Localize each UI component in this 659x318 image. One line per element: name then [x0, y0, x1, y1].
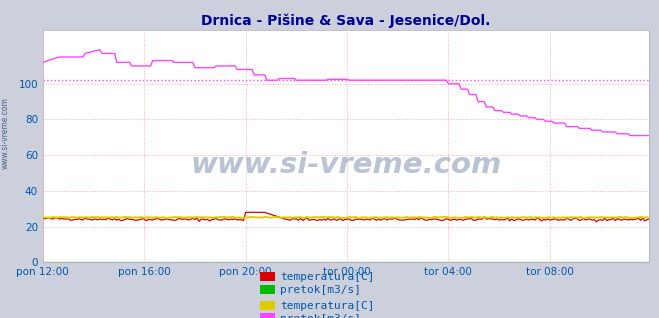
Text: www.si-vreme.com: www.si-vreme.com [1, 98, 10, 169]
Text: www.si-vreme.com: www.si-vreme.com [190, 151, 501, 179]
Text: temperatura[C]: temperatura[C] [280, 272, 374, 282]
Text: pretok[m3/s]: pretok[m3/s] [280, 314, 361, 318]
Text: pretok[m3/s]: pretok[m3/s] [280, 285, 361, 295]
Title: Drnica - Pišine & Sava - Jesenice/Dol.: Drnica - Pišine & Sava - Jesenice/Dol. [201, 13, 491, 28]
Text: temperatura[C]: temperatura[C] [280, 301, 374, 311]
